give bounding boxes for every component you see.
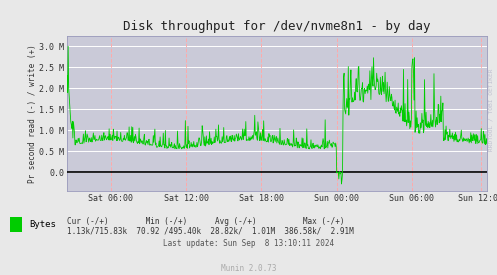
Text: 1.13k/715.83k  70.92 /495.40k  28.82k/  1.01M  386.58k/  2.91M: 1.13k/715.83k 70.92 /495.40k 28.82k/ 1.0… — [67, 227, 354, 236]
Text: Munin 2.0.73: Munin 2.0.73 — [221, 264, 276, 273]
Text: Last update: Sun Sep  8 13:10:11 2024: Last update: Sun Sep 8 13:10:11 2024 — [163, 239, 334, 248]
Text: Cur (-/+)        Min (-/+)      Avg (-/+)          Max (-/+): Cur (-/+) Min (-/+) Avg (-/+) Max (-/+) — [67, 217, 344, 226]
Y-axis label: Pr second read (-) / write (+): Pr second read (-) / write (+) — [27, 44, 37, 183]
Text: RRDTOOL / TOBI OETIKER: RRDTOOL / TOBI OETIKER — [489, 69, 494, 151]
Title: Disk throughput for /dev/nvme8n1 - by day: Disk throughput for /dev/nvme8n1 - by da… — [123, 20, 431, 33]
Text: Bytes: Bytes — [29, 221, 56, 229]
